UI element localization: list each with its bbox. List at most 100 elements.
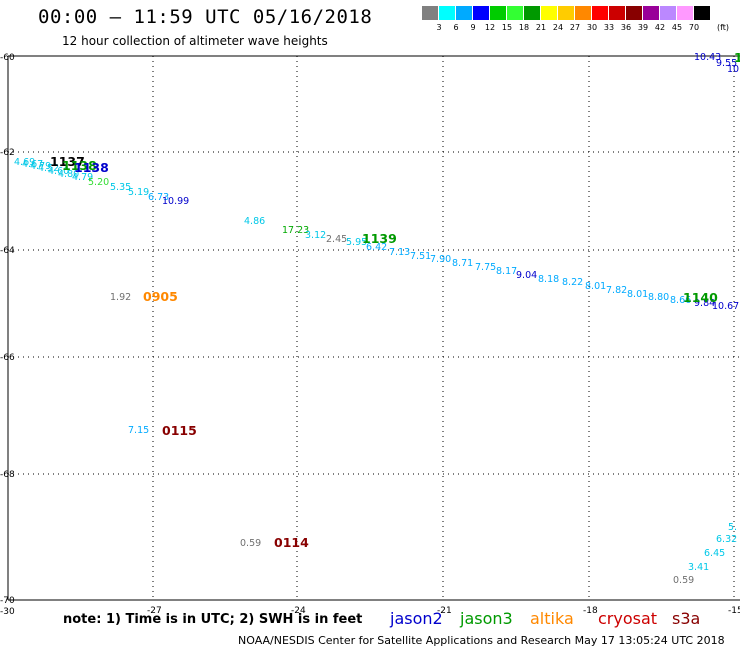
- legend-swatch: [660, 6, 676, 20]
- legend-swatch: [575, 6, 591, 20]
- pass-time-label: 1138: [62, 158, 97, 173]
- wave-height-label: 7.51: [410, 251, 431, 262]
- y-label-62: -62: [0, 148, 15, 158]
- wave-height-label: 4.79: [72, 172, 93, 183]
- wave-height-label: 3.12: [305, 230, 326, 241]
- wave-height-label: 6.32: [716, 534, 737, 545]
- legend-label: 70: [688, 23, 700, 32]
- wave-height-label: 4.52: [38, 163, 59, 174]
- pass-time-label: 1138: [74, 160, 109, 175]
- legend-label: 6: [453, 23, 459, 32]
- y-label-64: -64: [0, 246, 15, 256]
- x-label-21: -21: [437, 606, 452, 616]
- legend-label: 9: [470, 23, 476, 32]
- wave-height-label: 4.69: [14, 157, 35, 168]
- wave-height-label: 7.75: [475, 262, 496, 273]
- y-label-68: -68: [0, 470, 15, 480]
- wave-height-label: 10.43: [694, 52, 721, 63]
- wave-height-label: 4.60: [48, 166, 69, 177]
- legend-label: 12: [484, 23, 496, 32]
- wave-height-label: 9.04: [516, 270, 537, 281]
- wave-height-label: 9.55: [716, 58, 737, 69]
- legend-unit: (ft): [716, 23, 730, 32]
- wave-height-label: 9.84: [694, 298, 715, 309]
- wave-height-label: 1.92: [110, 292, 131, 303]
- wave-height-label: 4.79: [30, 161, 51, 172]
- legend-label: 45: [671, 23, 683, 32]
- wave-height-label: 6.42: [366, 242, 387, 253]
- legend-swatch: [439, 6, 455, 20]
- legend-swatch: [524, 6, 540, 20]
- legend-label: 21: [535, 23, 547, 32]
- legend-swatch: [592, 6, 608, 20]
- satellite-altika: altika: [530, 609, 574, 628]
- legend-label: 15: [501, 23, 513, 32]
- wave-height-label: 0.59: [240, 538, 261, 549]
- legend-swatch: [507, 6, 523, 20]
- legend-swatch: [694, 6, 710, 20]
- legend-label: 39: [637, 23, 649, 32]
- y-label-66: -66: [0, 353, 15, 363]
- wave-height-label: 6.45: [704, 548, 725, 559]
- footer-credit: NOAA/NESDIS Center for Satellite Applica…: [238, 634, 725, 647]
- x-label-15: -15: [728, 606, 740, 616]
- map-subtitle: 12 hour collection of altimeter wave hei…: [62, 34, 328, 48]
- wave-height-label: 8.80: [648, 292, 669, 303]
- wave-height-label: 7.15: [128, 425, 149, 436]
- wave-height-label: 8.18: [538, 274, 559, 285]
- wave-height-label: 4.80: [58, 169, 79, 180]
- wave-height-label: 5.35: [110, 182, 131, 193]
- x-label-27: -27: [147, 606, 162, 616]
- wave-height-label: 10.67: [712, 301, 739, 312]
- satellite-s3a: s3a: [672, 609, 701, 628]
- legend-swatch: [422, 6, 438, 20]
- satellite-jason2: jason2: [390, 609, 443, 628]
- wave-height-label: 10: [727, 64, 739, 75]
- pass-time-label: 1140: [683, 290, 718, 305]
- legend-swatch: [541, 6, 557, 20]
- corner-label-30: -30: [0, 607, 15, 617]
- map-title: 00:00 – 11:59 UTC 05/16/2018: [38, 6, 373, 28]
- wave-height-label: 5.20: [88, 177, 109, 188]
- wave-height-points: 4.694.674.794.524.604.804.795.20 5.355.19…: [14, 52, 739, 586]
- wave-height-label: 2.45: [326, 234, 347, 245]
- wave-height-label: 7.13: [389, 247, 410, 258]
- wave-height-label: 8.71: [452, 258, 473, 269]
- pass-time-label: 1137: [50, 154, 85, 169]
- wave-height-label: 8.66: [670, 295, 691, 306]
- legend-swatch: [456, 6, 472, 20]
- wave-height-label: 5.: [728, 522, 737, 533]
- wave-height-label: 4.86: [244, 216, 265, 227]
- wave-height-label: 4.67: [22, 159, 43, 170]
- legend-label: 3: [436, 23, 442, 32]
- wave-height-label: 8.01: [585, 281, 606, 292]
- legend-label: 36: [620, 23, 632, 32]
- satellite-cryosat: cryosat: [598, 609, 658, 628]
- pass-time-label: 0115: [162, 423, 197, 438]
- x-label-24: -24: [291, 606, 306, 616]
- legend-label: 18: [518, 23, 530, 32]
- wave-height-label: 8.01: [627, 289, 648, 300]
- wave-height-label: 3.41: [688, 562, 709, 573]
- wave-height-label: 5.19: [128, 187, 149, 198]
- pass-time-label: 0905: [143, 289, 178, 304]
- wave-height-label: 8.22: [562, 277, 583, 288]
- wave-height-label: 17.23: [282, 225, 309, 236]
- legend-swatch: [643, 6, 659, 20]
- pass-time-label: 1139: [362, 231, 397, 246]
- legend-label: 33: [603, 23, 615, 32]
- legend-label: 24: [552, 23, 564, 32]
- wave-height-label: 8.17: [496, 266, 517, 277]
- legend-swatch: [626, 6, 642, 20]
- footer-note: note: 1) Time is in UTC; 2) SWH is in fe…: [63, 612, 363, 627]
- legend-swatch: [558, 6, 574, 20]
- satellite-jason3: jason3: [460, 609, 513, 628]
- wave-height-label: 0.59: [673, 575, 694, 586]
- legend-swatch: [490, 6, 506, 20]
- wave-height-label: 10.99: [162, 196, 189, 207]
- wave-height-label: 6.73: [148, 192, 169, 203]
- legend-label: 27: [569, 23, 581, 32]
